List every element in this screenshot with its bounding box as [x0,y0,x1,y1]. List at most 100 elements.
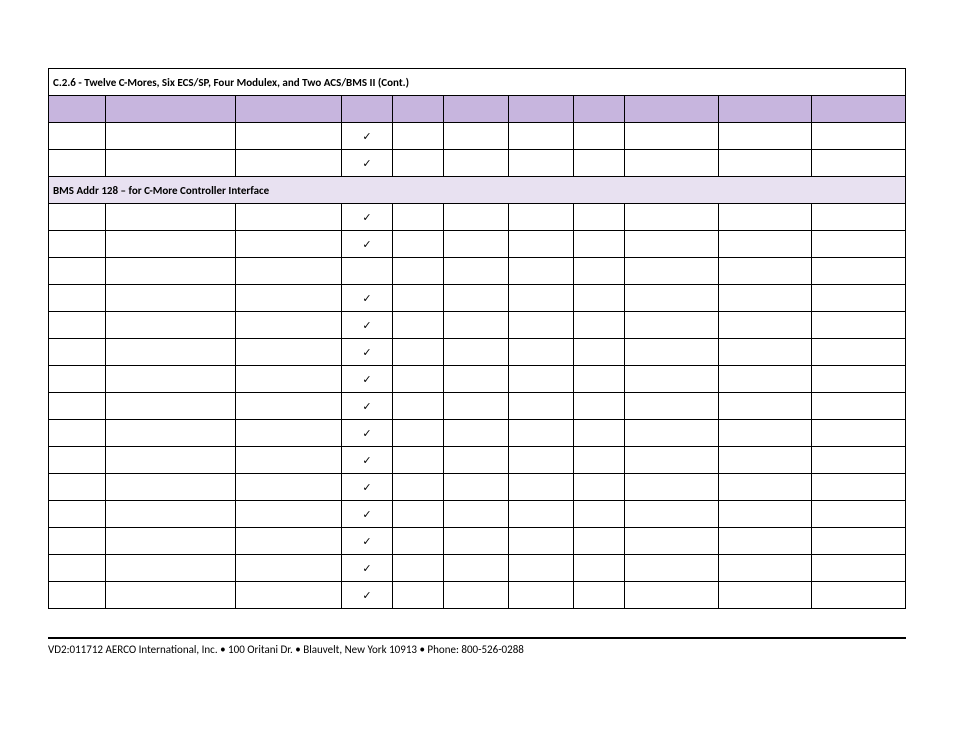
table-cell [508,447,573,474]
table-cell [624,582,718,609]
table-cell [443,312,508,339]
table-cell [392,393,443,420]
table-cell [443,474,508,501]
header-cell [392,96,443,123]
table-cell [105,258,235,285]
table-cell [236,528,342,555]
table-cell [508,420,573,447]
table-cell [624,204,718,231]
header-cell [508,96,573,123]
table-cell [624,501,718,528]
table-cell [392,312,443,339]
checkmark-cell: ✓ [342,312,393,339]
table-cell [392,582,443,609]
table-cell [105,150,235,177]
checkmark-cell: ✓ [342,420,393,447]
table-cell [49,339,106,366]
table-cell [236,150,342,177]
table-cell [443,123,508,150]
table-cell [392,447,443,474]
table-title: C.2.6 - Twelve C-Mores, Six ECS/SP, Four… [49,69,906,96]
table-cell [718,312,812,339]
table-cell [49,555,106,582]
table-cell [443,393,508,420]
table-cell [236,555,342,582]
table-cell [508,366,573,393]
table-cell [574,312,625,339]
table-cell [236,447,342,474]
table-cell [624,123,718,150]
table-cell [49,582,106,609]
table-cell [392,123,443,150]
table-cell [236,204,342,231]
table-cell [392,420,443,447]
table-cell [574,150,625,177]
table-cell [49,393,106,420]
table-cell [812,582,906,609]
header-cell [574,96,625,123]
table-cell [718,393,812,420]
table-row: ✓ [49,150,906,177]
table-cell [812,312,906,339]
table-cell [718,501,812,528]
table-cell [718,204,812,231]
section-header-row: BMS Addr 128 – for C-More Controller Int… [49,177,906,204]
table-cell [105,339,235,366]
table-cell [574,204,625,231]
table-cell [812,501,906,528]
table-row: ✓ [49,555,906,582]
table-cell [812,231,906,258]
table-title-row: C.2.6 - Twelve C-Mores, Six ECS/SP, Four… [49,69,906,96]
table-cell [49,420,106,447]
table-header-row [49,96,906,123]
table-cell [508,285,573,312]
table-cell [574,474,625,501]
table-cell [508,528,573,555]
table-cell [236,582,342,609]
table-row: ✓ [49,528,906,555]
table-row: ✓ [49,501,906,528]
checkmark-cell: ✓ [342,582,393,609]
table-cell [812,447,906,474]
table-cell [508,474,573,501]
table-cell [718,258,812,285]
table-cell [443,366,508,393]
table-cell [812,285,906,312]
table-cell [49,312,106,339]
table-cell [443,501,508,528]
table-cell [624,312,718,339]
table-row: ✓ [49,123,906,150]
table-cell [236,258,342,285]
table-cell [508,339,573,366]
table-cell [49,501,106,528]
table-cell [624,150,718,177]
table-cell [624,447,718,474]
table-cell [624,231,718,258]
table-cell [508,258,573,285]
table-cell [105,528,235,555]
table-cell [49,447,106,474]
table-cell [812,555,906,582]
section-header: BMS Addr 128 – for C-More Controller Int… [49,177,906,204]
table-cell [574,582,625,609]
table-cell [812,258,906,285]
table-cell [392,258,443,285]
table-cell [392,474,443,501]
table-cell [718,366,812,393]
checkmark-cell: ✓ [342,231,393,258]
table-cell [443,258,508,285]
table-cell [443,339,508,366]
table-cell [574,366,625,393]
document-page: C.2.6 - Twelve C-Mores, Six ECS/SP, Four… [0,0,954,738]
table-cell [236,420,342,447]
table-cell [812,366,906,393]
checkmark-cell: ✓ [342,339,393,366]
table-cell [236,393,342,420]
table-row: ✓ [49,447,906,474]
table-cell [236,231,342,258]
checkmark-cell: ✓ [342,366,393,393]
table-cell [392,339,443,366]
table-cell [236,501,342,528]
table-cell [236,123,342,150]
table-cell [508,555,573,582]
